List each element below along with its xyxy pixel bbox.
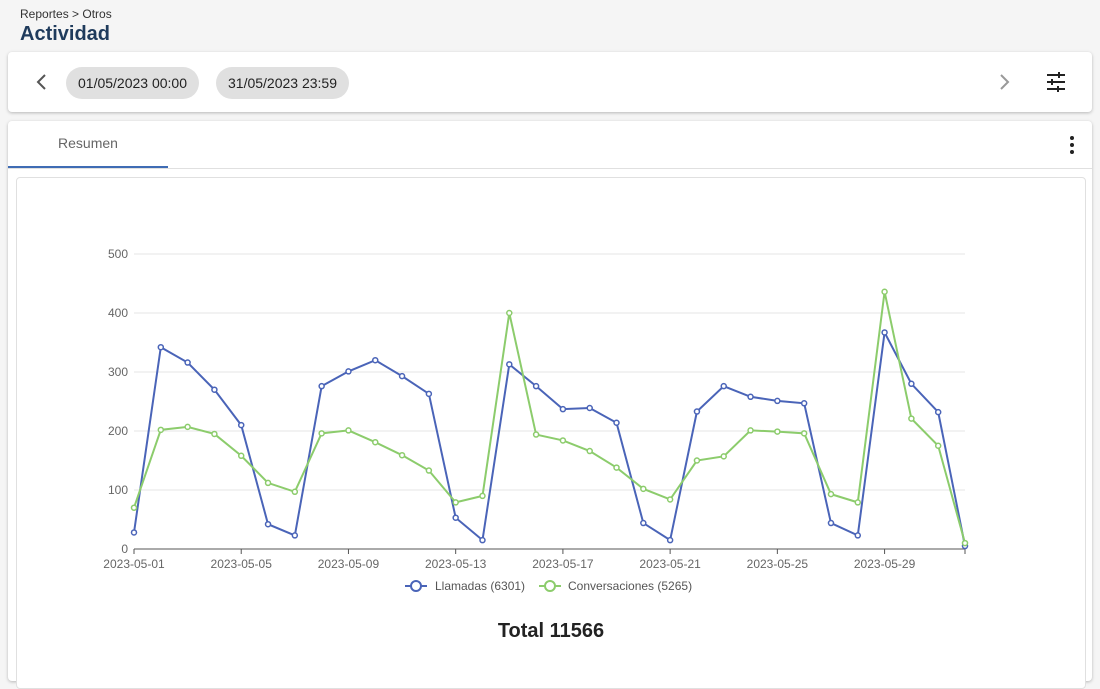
data-point bbox=[908, 415, 915, 422]
x-tick-label: 2023-05-01 bbox=[103, 557, 165, 571]
data-point bbox=[640, 485, 647, 493]
data-point bbox=[720, 382, 727, 390]
tune-icon[interactable] bbox=[1044, 70, 1068, 94]
summary-card: Resumen 0 100 200 300 400 500 2023-05-01 2023-0… bbox=[8, 121, 1092, 689]
data-point bbox=[881, 329, 888, 336]
data-point bbox=[211, 386, 218, 393]
data-point bbox=[747, 393, 754, 401]
data-point bbox=[237, 452, 245, 460]
chevron-left-icon[interactable] bbox=[30, 70, 54, 94]
data-point bbox=[800, 400, 808, 407]
data-point bbox=[693, 408, 701, 415]
x-tick-label: 2023-05-21 bbox=[639, 557, 701, 571]
y-tick-label: 300 bbox=[108, 365, 128, 379]
chevron-right-icon[interactable] bbox=[992, 70, 1016, 94]
data-point bbox=[908, 380, 915, 388]
data-point bbox=[613, 419, 620, 426]
data-point bbox=[827, 490, 835, 498]
data-point bbox=[506, 309, 513, 317]
y-tick-label: 100 bbox=[108, 483, 128, 497]
data-point bbox=[934, 408, 942, 416]
x-tick-label: 2023-05-25 bbox=[747, 557, 809, 571]
data-point bbox=[747, 427, 754, 434]
tab-resumen[interactable]: Resumen bbox=[8, 121, 168, 168]
data-point bbox=[398, 451, 406, 459]
series-line-conversaciones bbox=[133, 291, 966, 544]
tab-bar: Resumen bbox=[8, 121, 1092, 169]
data-point bbox=[854, 532, 862, 539]
page-title: Actividad bbox=[20, 23, 111, 45]
data-point bbox=[934, 442, 942, 449]
breadcrumb: Reportes > Otros bbox=[20, 7, 112, 21]
y-tick-label: 200 bbox=[108, 424, 128, 438]
x-tick-label: 2023-05-05 bbox=[211, 557, 273, 571]
y-tick-label: 400 bbox=[108, 306, 128, 320]
data-point bbox=[774, 428, 781, 435]
data-point bbox=[854, 499, 862, 506]
data-point bbox=[559, 405, 567, 413]
data-point bbox=[586, 447, 593, 455]
y-tick-label: 500 bbox=[108, 247, 128, 261]
x-tick-label: 2023-05-13 bbox=[425, 557, 487, 571]
data-point bbox=[479, 536, 486, 544]
data-point bbox=[237, 421, 245, 429]
end-date-chip[interactable]: 31/05/2023 23:59 bbox=[216, 67, 349, 99]
legend-label: Conversaciones (5265) bbox=[568, 579, 692, 593]
legend-label: Llamadas (6301) bbox=[435, 579, 525, 593]
data-point bbox=[452, 499, 459, 506]
data-point bbox=[720, 453, 727, 460]
data-point bbox=[318, 382, 325, 390]
data-point bbox=[211, 430, 218, 438]
data-point bbox=[157, 426, 165, 434]
data-point bbox=[693, 457, 701, 464]
data-point bbox=[130, 504, 138, 511]
data-point bbox=[345, 368, 352, 375]
data-point bbox=[157, 343, 165, 351]
data-point bbox=[264, 479, 272, 487]
data-point bbox=[586, 404, 593, 412]
data-point bbox=[372, 356, 379, 364]
legend-marker bbox=[410, 580, 422, 592]
data-point bbox=[318, 430, 325, 437]
start-date-chip[interactable]: 01/05/2023 00:00 bbox=[66, 67, 199, 99]
data-point bbox=[264, 520, 272, 528]
data-point bbox=[291, 532, 299, 539]
data-point bbox=[666, 496, 674, 503]
data-point bbox=[291, 488, 299, 496]
data-point bbox=[881, 288, 888, 296]
data-point bbox=[345, 427, 352, 434]
data-point bbox=[372, 438, 379, 446]
y-tick-label: 0 bbox=[121, 542, 128, 556]
data-point bbox=[130, 529, 138, 536]
x-tick-label: 2023-05-09 bbox=[318, 557, 380, 571]
data-point bbox=[532, 382, 540, 390]
x-tick-label: 2023-05-17 bbox=[532, 557, 594, 571]
chart-panel: 0 100 200 300 400 500 2023-05-01 2023-05-05 2023… bbox=[16, 177, 1086, 689]
data-point bbox=[666, 536, 674, 544]
data-point bbox=[479, 492, 486, 500]
data-point bbox=[532, 431, 540, 438]
data-point bbox=[961, 539, 969, 547]
data-point bbox=[506, 361, 513, 368]
activity-line-chart: 0 100 200 300 400 500 2023-05-01 2023-05-05 2023… bbox=[103, 247, 969, 593]
total-label: Total 11566 bbox=[497, 620, 605, 642]
legend-marker bbox=[544, 580, 556, 592]
more-vert-icon[interactable] bbox=[1060, 133, 1084, 157]
x-tick-label: 2023-05-29 bbox=[854, 557, 916, 571]
data-point bbox=[613, 464, 620, 471]
data-point bbox=[425, 390, 433, 398]
data-point bbox=[452, 514, 459, 521]
data-point bbox=[827, 519, 835, 527]
date-range-toolbar: 01/05/2023 00:00 31/05/2023 23:59 bbox=[8, 52, 1092, 112]
series-line-llamadas bbox=[133, 329, 966, 547]
data-point bbox=[800, 430, 808, 437]
data-point bbox=[559, 437, 567, 444]
data-point bbox=[184, 359, 191, 366]
data-point bbox=[398, 372, 406, 380]
data-point bbox=[640, 519, 647, 527]
data-point bbox=[774, 397, 781, 405]
data-point bbox=[425, 467, 433, 474]
data-point bbox=[184, 423, 191, 431]
